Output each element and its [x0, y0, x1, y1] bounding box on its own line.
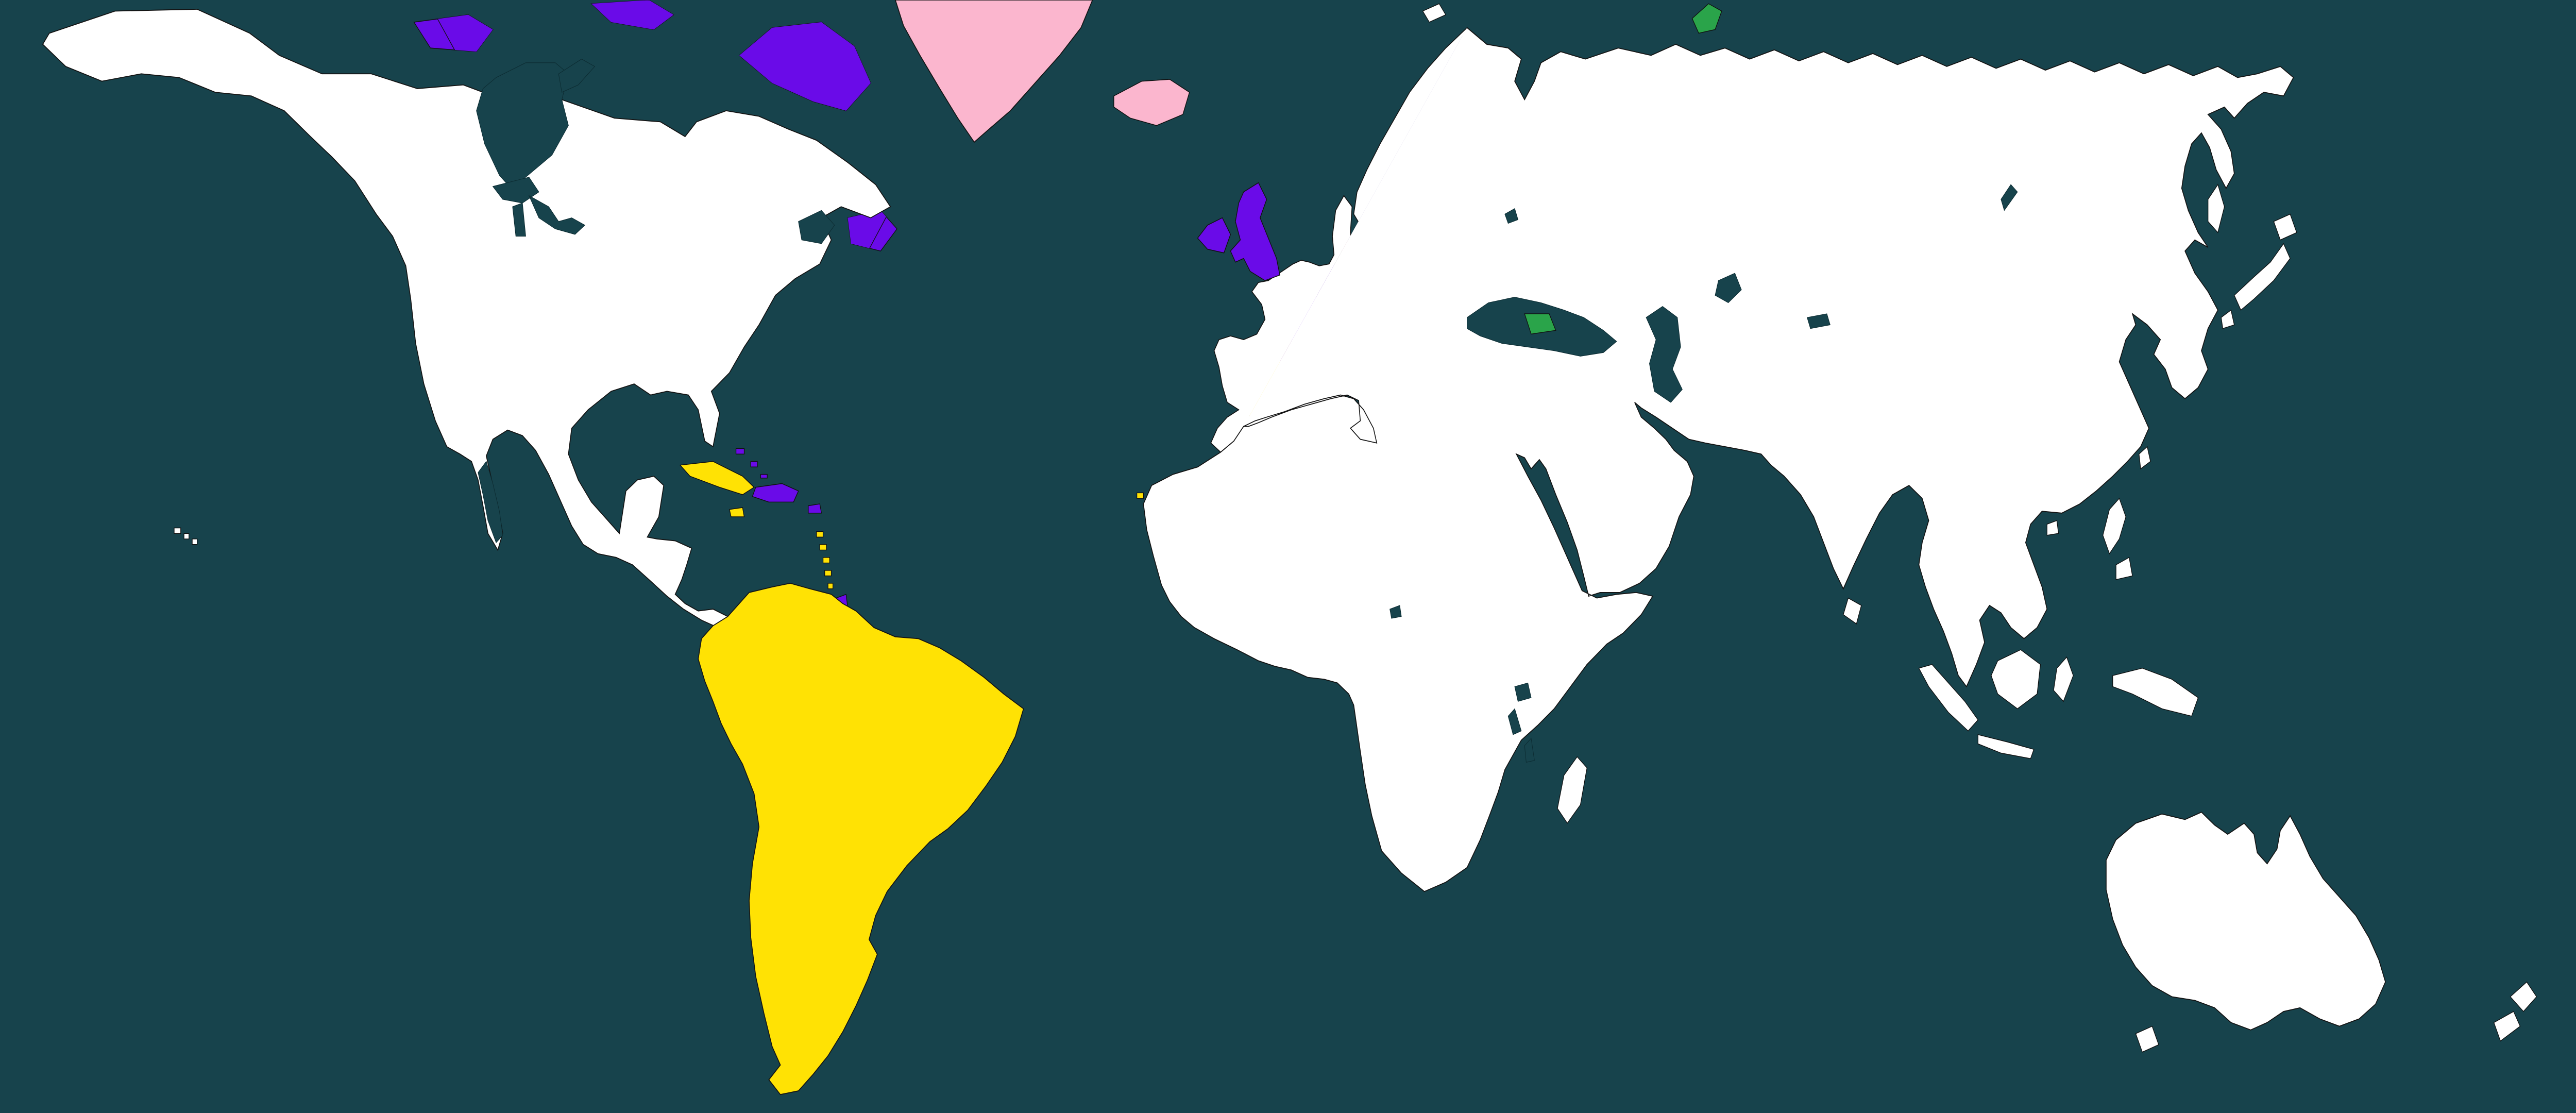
- gulf-of-california: [478, 461, 503, 544]
- island-svalbard[interactable]: [1422, 3, 1447, 23]
- island-crete[interactable]: [1430, 411, 1453, 424]
- region-green-crimea[interactable]: [1524, 313, 1556, 335]
- hudson-bay: [476, 62, 569, 191]
- lake-ladoga: [1504, 208, 1519, 224]
- great-lakes: [492, 177, 586, 237]
- african-lakes: [1389, 605, 1535, 763]
- island-puerto-rico[interactable]: [808, 503, 822, 514]
- gulf-of-st-lawrence: [798, 210, 835, 244]
- hudson-strait: [558, 59, 596, 93]
- lake-balkhash: [1807, 313, 1831, 329]
- region-rose-albania[interactable]: [1411, 326, 1423, 346]
- region-brown-serbia[interactable]: [1416, 306, 1435, 331]
- islands-new-zealand[interactable]: [2493, 981, 2537, 1042]
- lake-baikal: [2001, 184, 2018, 211]
- inland-waters: [476, 59, 2018, 763]
- region-slate-bulgaria[interactable]: [1430, 308, 1463, 327]
- island-jamaica[interactable]: [729, 507, 745, 517]
- region-lavender-wallachia[interactable]: [1437, 283, 1466, 303]
- caspian-sea: [1646, 306, 1683, 403]
- aral-sea: [1715, 273, 1742, 303]
